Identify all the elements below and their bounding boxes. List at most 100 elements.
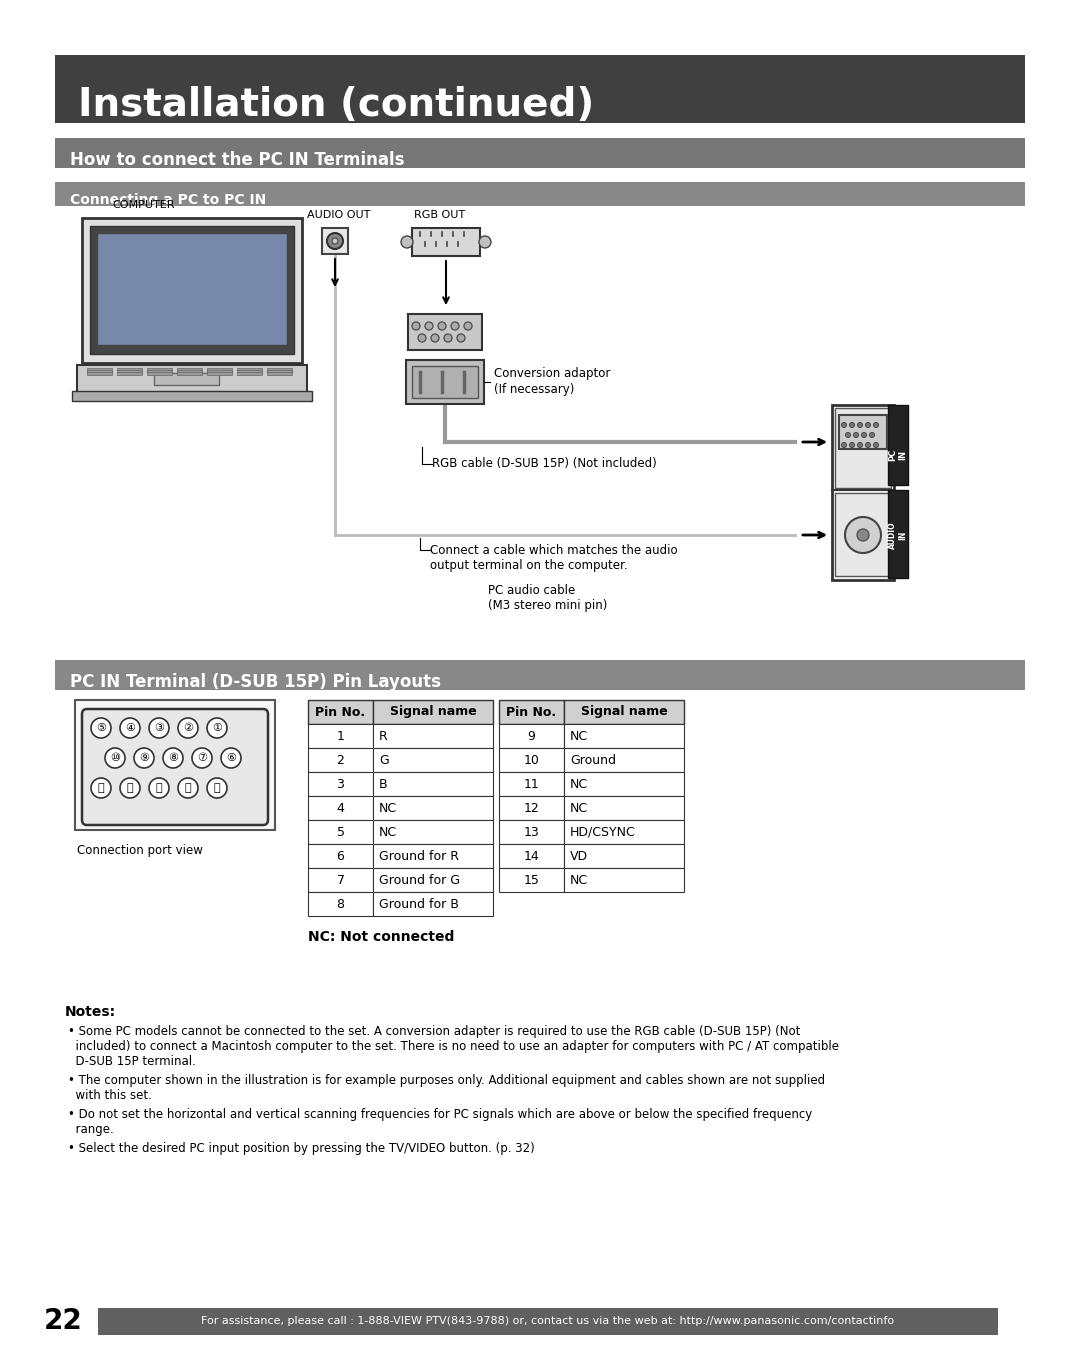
Circle shape	[874, 423, 878, 428]
Text: 13: 13	[524, 826, 539, 838]
Circle shape	[858, 529, 869, 541]
Bar	[308, 796, 373, 821]
Circle shape	[207, 778, 227, 797]
Circle shape	[464, 322, 472, 330]
Bar	[87, 369, 112, 373]
Bar	[373, 868, 492, 891]
Text: RGB OUT: RGB OUT	[414, 210, 465, 219]
Bar	[147, 372, 172, 375]
Bar	[207, 368, 232, 371]
Circle shape	[149, 718, 168, 737]
Text: 1: 1	[337, 729, 345, 743]
Bar	[55, 183, 1025, 206]
Text: included) to connect a Macintosh computer to the set. There is no need to use an: included) to connect a Macintosh compute…	[68, 1040, 839, 1054]
Bar	[373, 796, 492, 821]
Bar	[322, 228, 348, 254]
Text: Pin No.: Pin No.	[507, 706, 556, 718]
Bar	[177, 369, 202, 373]
Circle shape	[865, 443, 870, 447]
Text: Signal name: Signal name	[390, 706, 476, 718]
Circle shape	[853, 432, 859, 438]
Bar	[72, 391, 312, 401]
Text: ⑪: ⑪	[214, 782, 220, 793]
Bar	[373, 771, 492, 796]
Circle shape	[869, 432, 875, 438]
Text: ⑫: ⑫	[185, 782, 191, 793]
Bar	[207, 369, 232, 373]
Bar	[87, 372, 112, 375]
Text: 7: 7	[337, 874, 345, 886]
Bar	[564, 724, 684, 748]
Text: Connection port view: Connection port view	[77, 844, 203, 857]
Text: 8: 8	[337, 897, 345, 910]
Bar	[835, 493, 891, 577]
Bar	[177, 368, 202, 371]
Circle shape	[178, 718, 198, 737]
Bar	[308, 868, 373, 891]
Bar	[499, 724, 564, 748]
Text: ⑧: ⑧	[168, 752, 178, 763]
Bar	[373, 891, 492, 916]
Text: HD/CSYNC: HD/CSYNC	[570, 826, 636, 838]
Bar	[499, 748, 564, 771]
Text: 10: 10	[524, 754, 539, 766]
Text: NC: NC	[570, 777, 589, 791]
Circle shape	[178, 778, 198, 797]
Bar	[411, 228, 480, 256]
Text: (M3 stereo mini pin): (M3 stereo mini pin)	[488, 598, 607, 612]
Bar	[207, 372, 232, 375]
Text: output terminal on the computer.: output terminal on the computer.	[430, 559, 627, 571]
Text: D-SUB 15P terminal.: D-SUB 15P terminal.	[68, 1055, 195, 1069]
Bar	[147, 368, 172, 371]
Text: NC: NC	[379, 826, 397, 838]
Circle shape	[418, 334, 426, 342]
Circle shape	[120, 718, 140, 737]
Bar	[55, 55, 1025, 123]
Text: 11: 11	[524, 777, 539, 791]
Text: ⑬: ⑬	[156, 782, 162, 793]
Text: NC: Not connected: NC: Not connected	[308, 930, 455, 945]
Bar	[499, 821, 564, 844]
Bar	[411, 367, 478, 398]
Text: 5: 5	[337, 826, 345, 838]
Bar	[564, 868, 684, 891]
Circle shape	[850, 423, 854, 428]
Bar	[75, 701, 275, 830]
Text: ⑥: ⑥	[226, 752, 237, 763]
Text: NC: NC	[379, 801, 397, 815]
Text: Ground for B: Ground for B	[379, 897, 459, 910]
Text: NC: NC	[570, 801, 589, 815]
Bar	[564, 701, 684, 724]
Circle shape	[401, 236, 413, 248]
Bar	[267, 369, 292, 373]
Bar	[835, 408, 891, 488]
Bar	[308, 724, 373, 748]
Bar	[267, 372, 292, 375]
Circle shape	[426, 322, 433, 330]
Circle shape	[207, 718, 227, 737]
Bar	[82, 218, 302, 363]
Circle shape	[846, 432, 851, 438]
Bar	[888, 491, 908, 578]
Circle shape	[134, 748, 154, 767]
Bar	[147, 369, 172, 373]
Text: For assistance, please call : 1-888-VIEW PTV(843-9788) or, contact us via the we: For assistance, please call : 1-888-VIEW…	[202, 1317, 894, 1326]
Text: (If necessary): (If necessary)	[494, 383, 575, 397]
Bar	[267, 368, 292, 371]
Bar	[308, 748, 373, 771]
Text: ①: ①	[212, 722, 222, 733]
Bar	[499, 701, 564, 724]
Text: ⑮: ⑮	[97, 782, 105, 793]
Text: PC
IN: PC IN	[888, 448, 907, 461]
Bar	[154, 373, 219, 384]
Bar	[373, 701, 492, 724]
Bar	[373, 821, 492, 844]
Text: 6: 6	[337, 849, 345, 863]
Circle shape	[858, 423, 863, 428]
Circle shape	[411, 322, 420, 330]
Bar	[117, 372, 141, 375]
Circle shape	[105, 748, 125, 767]
FancyBboxPatch shape	[82, 709, 268, 825]
Bar	[373, 844, 492, 868]
Text: R: R	[379, 729, 388, 743]
